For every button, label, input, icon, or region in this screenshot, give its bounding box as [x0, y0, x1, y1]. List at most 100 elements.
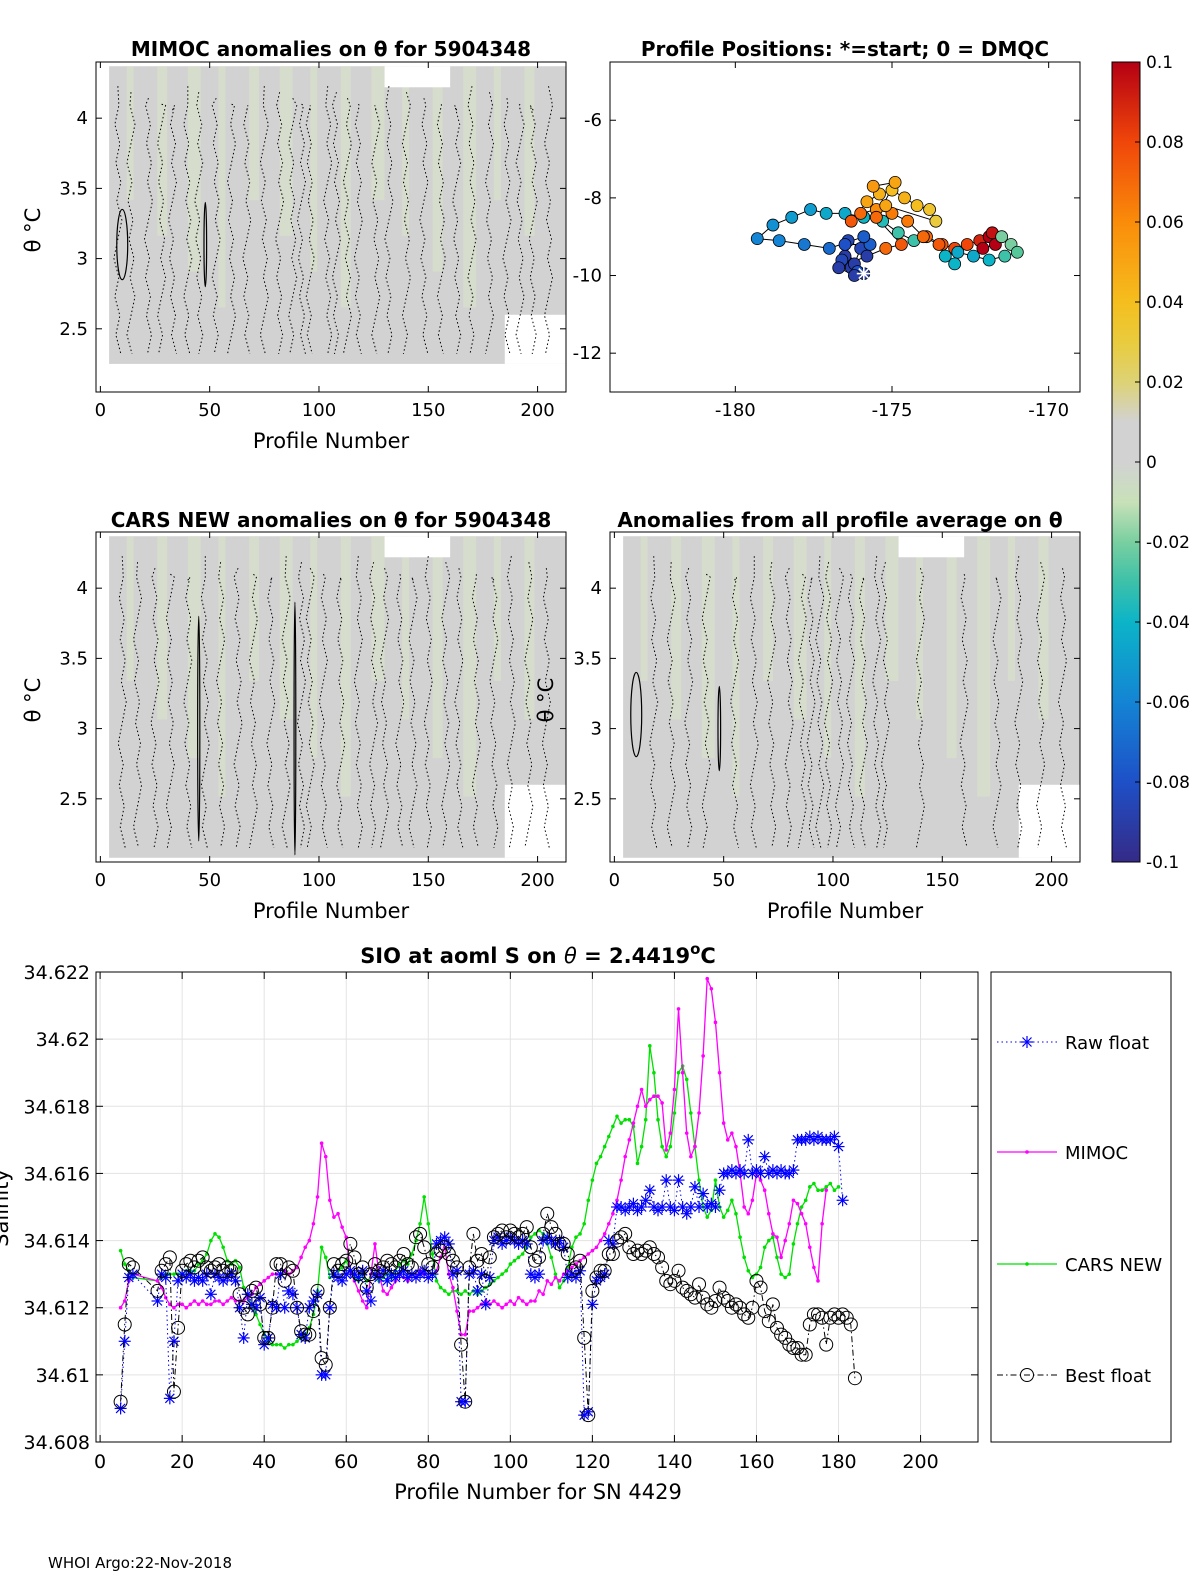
marker-stroke [160, 1272, 171, 1283]
point-mimoc [492, 1299, 496, 1303]
cars-dotted-contour [165, 573, 175, 848]
point-raw-float [204, 1288, 217, 1301]
point-cars-new [217, 1235, 221, 1240]
point-best-float [511, 1230, 526, 1245]
average-streak [701, 536, 715, 759]
salinity-ytick-label: 34.612 [24, 1298, 90, 1320]
point-cars-new [319, 1245, 324, 1250]
point-cars-new [594, 1161, 599, 1166]
point-best-float [638, 1243, 653, 1258]
point-mimoc [192, 1299, 197, 1303]
mimoc-dotted-contour [323, 86, 333, 355]
point-best-float [372, 1263, 387, 1278]
point-cars-new [689, 1111, 693, 1115]
footer-stamp: WHOI Argo:22-Nov-2018 [48, 1554, 232, 1572]
marker-stroke [152, 1296, 163, 1306]
mimoc-title: MIMOC anomalies on θ for 5904348 [131, 37, 531, 61]
point-best-float [835, 1307, 850, 1322]
point-best-float [298, 1327, 313, 1342]
point-best-float [478, 1273, 493, 1288]
point-cars-new [209, 1238, 213, 1243]
mimoc-streak [371, 66, 385, 201]
point-raw-float [278, 1301, 291, 1314]
marker-stroke [452, 1265, 462, 1276]
point-best-float [335, 1257, 350, 1272]
point-cars-new [725, 1208, 730, 1213]
legend-marker-mimoc [1025, 1150, 1029, 1154]
point-best-float [515, 1226, 530, 1241]
marker-stroke [636, 1202, 647, 1212]
point-best-float [782, 1337, 797, 1352]
mimoc-streak [218, 66, 226, 308]
positions-point [869, 210, 883, 224]
point-mimoc [623, 1154, 627, 1159]
point-cars-new [504, 1268, 509, 1273]
point-mimoc [524, 1302, 529, 1307]
point-best-float [806, 1307, 821, 1322]
positions-ytick-label: -12 [573, 343, 602, 364]
positions-point [804, 203, 817, 216]
point-best-float [154, 1263, 169, 1278]
point-best-float [166, 1384, 181, 1399]
salinity-xtick-label: 120 [574, 1451, 610, 1473]
colorbar-tick-label: -0.1 [1146, 853, 1179, 873]
point-best-float [659, 1273, 674, 1288]
point-best-float [248, 1280, 263, 1295]
point-mimoc [660, 1101, 664, 1105]
salinity-ytick-label: 34.618 [24, 1096, 90, 1118]
mimoc-streak [340, 66, 351, 308]
cars-gap-lower-right [504, 784, 566, 858]
point-cars-new [291, 1342, 295, 1347]
point-cars-new [664, 1154, 669, 1159]
point-mimoc [795, 1201, 800, 1206]
colorbar-tick-label: 0.08 [1146, 133, 1184, 153]
cars-dotted-contour [117, 556, 127, 848]
positions-point [910, 199, 924, 213]
cars-dotted-contour [150, 568, 160, 848]
point-best-float [306, 1304, 321, 1319]
point-best-float [257, 1330, 272, 1345]
positions-point [844, 214, 858, 228]
marker-stroke [661, 1175, 672, 1186]
cars-dotted-contour [281, 556, 291, 848]
average-dotted-contour [815, 556, 825, 848]
point-cars-new [721, 1215, 726, 1219]
positions-point [819, 207, 833, 220]
point-cars-new [812, 1181, 816, 1186]
point-best-float [244, 1283, 259, 1298]
point-mimoc [196, 1302, 201, 1307]
marker-stroke [1022, 1037, 1032, 1047]
cars-dotted-contour [506, 556, 516, 848]
marker-stroke [677, 1202, 688, 1212]
point-mimoc [709, 986, 714, 991]
series-best-float [113, 1206, 862, 1423]
legend-label-mimoc: MIMOC [1065, 1143, 1128, 1164]
marker-stroke [234, 1302, 245, 1313]
point-cars-new [574, 1235, 578, 1240]
mimoc-dotted-contour [543, 86, 554, 355]
point-raw-float [159, 1271, 172, 1284]
average-gap-lower-right [1018, 784, 1080, 858]
point-best-float [704, 1300, 719, 1315]
average-streak [793, 536, 807, 720]
point-mimoc [340, 1225, 344, 1229]
point-cars-new [274, 1342, 279, 1347]
cars-streak [218, 536, 226, 797]
point-best-float [765, 1297, 780, 1312]
point-mimoc [336, 1211, 340, 1216]
point-cars-new [619, 1121, 623, 1125]
point-best-float [195, 1250, 210, 1265]
point-cars-new [787, 1272, 792, 1276]
point-mimoc [520, 1299, 525, 1303]
average-ytick-label: 4 [591, 578, 602, 599]
point-best-float [351, 1267, 366, 1282]
point-raw-float [196, 1274, 209, 1287]
point-mimoc [771, 1232, 775, 1236]
point-mimoc [311, 1221, 316, 1226]
point-mimoc [323, 1154, 328, 1159]
point-mimoc [299, 1255, 303, 1260]
point-mimoc [549, 1282, 554, 1287]
point-cars-new [672, 1111, 677, 1115]
point-mimoc [799, 1211, 804, 1216]
point-raw-float [828, 1130, 841, 1143]
